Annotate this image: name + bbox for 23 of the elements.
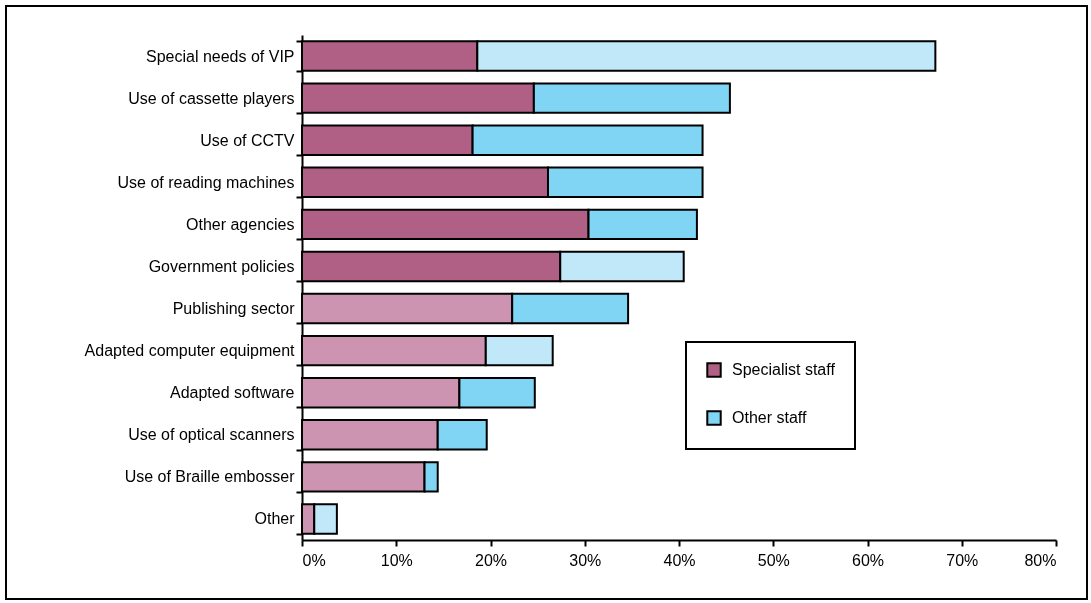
y-tick-label: Publishing sector: [172, 300, 296, 318]
y-tick-label: Use of Braille embosser: [124, 468, 296, 486]
y-tick-label: Use of CCTV: [200, 131, 295, 149]
x-tick-label: 60%: [851, 551, 885, 569]
y-tick-label: Use of reading machines: [117, 173, 295, 191]
x-tick-label: 0%: [302, 551, 326, 569]
y-tick-label: Government policies: [148, 257, 295, 275]
x-tick-label: 20%: [474, 551, 508, 569]
x-tick-label: 10%: [380, 551, 413, 569]
x-tick-label: 30%: [569, 551, 602, 569]
x-tick-label: 80%: [1024, 551, 1057, 569]
y-tick-label: Use of optical scanners: [128, 426, 295, 444]
x-tick-label: 70%: [946, 551, 979, 569]
y-tick-label: Special needs of VIP: [145, 47, 295, 65]
y-tick-label: Adapted software: [169, 384, 295, 402]
x-tick-label: 50%: [757, 551, 790, 569]
y-tick-label: Adapted computer equipment: [84, 342, 296, 360]
x-tick-label: 40%: [663, 551, 696, 569]
legend-label: Other staff: [732, 409, 807, 426]
y-tick-label: Use of cassette players: [128, 89, 295, 107]
y-tick-label: Other agencies: [185, 215, 295, 233]
legend-label: Specialist staff: [732, 361, 836, 378]
y-tick-label: Other: [254, 510, 296, 528]
